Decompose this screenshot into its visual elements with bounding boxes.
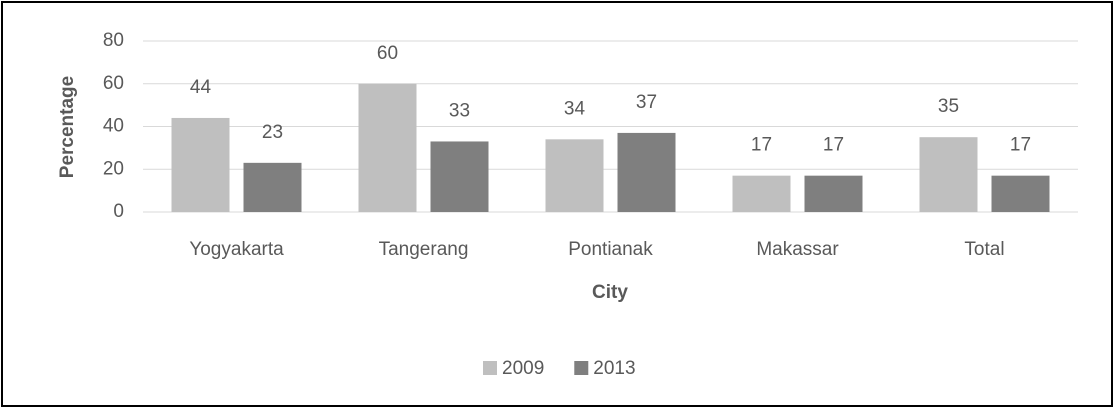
legend-label: 2009	[502, 358, 544, 379]
data-label: 34	[564, 98, 586, 119]
x-tick-label: Pontianak	[568, 239, 653, 260]
data-label: 35	[938, 96, 959, 117]
bar	[545, 139, 604, 212]
legend-swatch	[483, 361, 497, 375]
data-label: 44	[190, 77, 212, 98]
x-tick-label: Yogyakarta	[189, 239, 284, 260]
x-tick-label: Tangerang	[379, 239, 469, 260]
data-label: 17	[751, 135, 772, 156]
bar	[804, 175, 863, 212]
x-tick-label: Makassar	[756, 239, 839, 260]
data-label: 60	[377, 43, 398, 64]
bar	[732, 175, 791, 212]
bar	[991, 175, 1050, 212]
bar	[358, 83, 417, 212]
bar	[919, 137, 978, 212]
y-tick-label: 0	[113, 201, 124, 222]
x-tick-label: Total	[964, 239, 1004, 260]
data-label: 17	[823, 135, 844, 156]
data-label: 23	[262, 122, 283, 143]
y-tick-label: 80	[103, 30, 124, 51]
bar	[171, 117, 230, 212]
y-tick-label: 40	[103, 116, 124, 137]
bar	[243, 162, 302, 212]
bar	[617, 132, 676, 212]
y-tick-label: 60	[103, 73, 124, 94]
data-label: 17	[1010, 135, 1031, 156]
data-label: 37	[636, 92, 657, 113]
legend-label: 2013	[593, 358, 635, 379]
bar	[430, 141, 489, 212]
data-label: 33	[449, 100, 470, 121]
x-axis-title: City	[592, 282, 628, 303]
y-tick-label: 20	[103, 158, 124, 179]
legend-swatch	[574, 361, 589, 375]
y-axis-title: Percentage	[57, 76, 78, 178]
